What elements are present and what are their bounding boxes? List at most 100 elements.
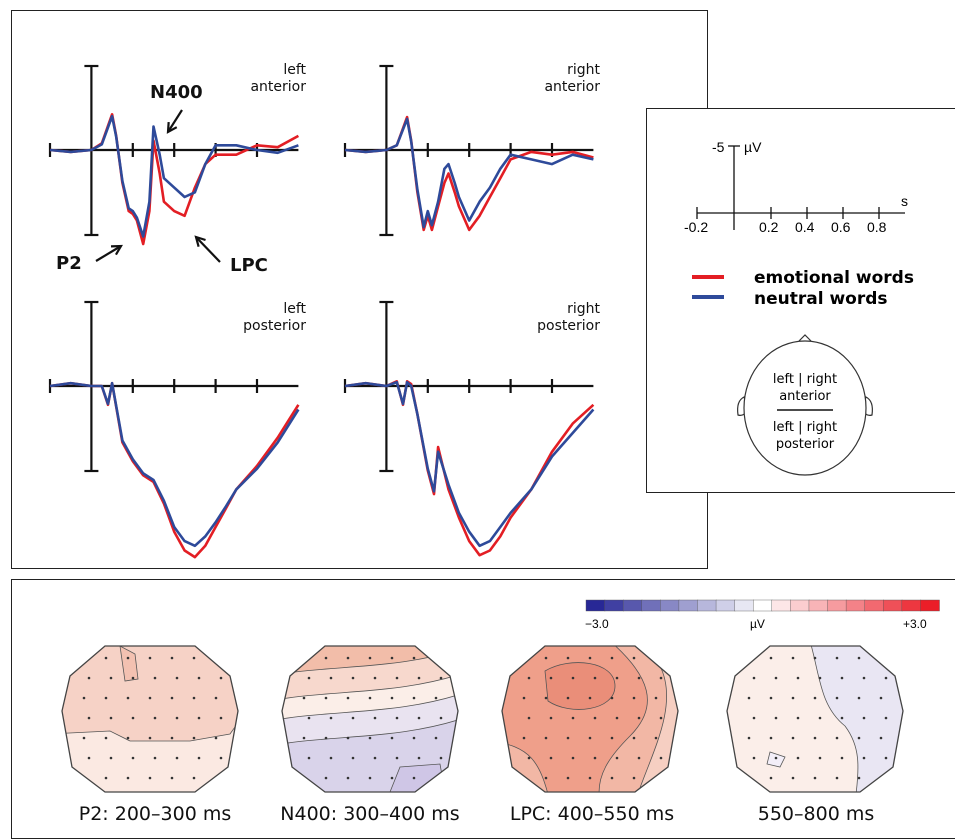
lpc-arrow <box>194 235 221 263</box>
electrode-dot <box>818 756 822 760</box>
electrode-dot <box>610 776 614 780</box>
electrode-dot <box>307 676 311 680</box>
electrode-dot <box>368 696 372 700</box>
electrode-dot <box>346 736 350 740</box>
legend-label-emotional: emotional words <box>754 268 914 288</box>
electrode-dot <box>175 756 179 760</box>
electrode-dot <box>351 676 355 680</box>
electrode-dot <box>351 756 355 760</box>
electrode-dot <box>813 696 817 700</box>
electrode-dot <box>659 676 663 680</box>
topomap-0 <box>61 645 239 793</box>
electrode-dot <box>791 776 795 780</box>
electrode-dot <box>857 776 861 780</box>
scale-x-tick-label: 0.8 <box>867 219 887 235</box>
topomap-fill <box>62 646 238 792</box>
electrode-dot <box>346 776 350 780</box>
electrode-dot <box>131 756 135 760</box>
electrode-dot <box>571 716 575 720</box>
electrode-dot <box>131 716 135 720</box>
electrode-dot <box>219 676 223 680</box>
electrode-dot <box>857 656 861 660</box>
electrode-dot <box>544 736 548 740</box>
electrode-dot <box>615 756 619 760</box>
electrode-dot <box>813 776 817 780</box>
electrode-dot <box>593 716 597 720</box>
region-label-line: anterior <box>544 79 600 95</box>
region-label-line: right <box>567 62 600 78</box>
scale-y-unit-label: µV <box>744 139 762 155</box>
electrode-dot <box>522 736 526 740</box>
electrode-dot <box>769 656 773 660</box>
colorbar-cell <box>920 599 940 612</box>
electrode-dots <box>82 656 223 780</box>
electrode-dot <box>417 716 421 720</box>
electrode-dot <box>840 716 844 720</box>
electrode-dot <box>593 756 597 760</box>
scale-x-tick-label: 0.2 <box>759 219 779 235</box>
electrode-dot <box>588 776 592 780</box>
electrode-dot <box>390 776 394 780</box>
electrode-dot <box>412 736 416 740</box>
region-label-line: posterior <box>537 318 600 334</box>
electrode-dot <box>434 696 438 700</box>
electrode-dot <box>632 736 636 740</box>
topomap-caption-p2: P2: 200–300 ms <box>78 803 232 825</box>
electrode-dot <box>857 736 861 740</box>
topomap-caption-n400: N400: 300–400 ms <box>280 803 460 825</box>
electrode-dot <box>796 676 800 680</box>
electrode-dot <box>307 756 311 760</box>
electrode-dot <box>346 696 350 700</box>
region-label-line: posterior <box>243 318 306 334</box>
electrode-dot <box>549 756 553 760</box>
electrode-dot <box>214 736 218 740</box>
electrode-dot <box>307 716 311 720</box>
series-line-neutral <box>344 380 595 548</box>
topomap-caption-late: 550–800 ms <box>757 803 875 825</box>
electrode-dot <box>840 676 844 680</box>
electrode-dot <box>197 716 201 720</box>
topomap-outline <box>726 645 904 793</box>
colorbar-min-label: −3.0 <box>585 617 609 631</box>
electrode-dot <box>373 716 377 720</box>
electrode-dot <box>417 756 421 760</box>
electrode-dot <box>395 716 399 720</box>
region-label-right-anterior: right anterior <box>508 62 600 96</box>
electrode-dot <box>862 716 866 720</box>
electrode-dot <box>527 716 531 720</box>
electrode-dot <box>109 716 113 720</box>
legend-label-neutral: neutral words <box>754 289 888 309</box>
electrode-dot <box>368 776 372 780</box>
electrode-dot <box>588 656 592 660</box>
electrode-dot <box>324 656 328 660</box>
electrode-dot <box>566 656 570 660</box>
electrode-dots <box>747 656 888 780</box>
electrode-dot <box>412 696 416 700</box>
electrode-dot <box>390 656 394 660</box>
electrode-dot <box>637 716 641 720</box>
electrode-dot <box>544 696 548 700</box>
erp-panel-3 <box>343 300 595 557</box>
region-label-line: right <box>567 301 600 317</box>
electrode-dot <box>324 736 328 740</box>
electrode-dot <box>153 676 157 680</box>
electrode-dot <box>774 716 778 720</box>
series-line-neutral <box>49 114 299 238</box>
electrode-dot <box>104 656 108 660</box>
electrode-dot <box>153 756 157 760</box>
region-label-line: left <box>283 301 306 317</box>
electrode-dot <box>153 716 157 720</box>
electrode-dot <box>769 776 773 780</box>
erp-panel <box>11 10 708 569</box>
electrode-dot <box>148 776 152 780</box>
electrode-dot <box>87 756 91 760</box>
electrode-dot <box>610 736 614 740</box>
scale-y-tick-label: -5 <box>712 139 725 155</box>
topomap-3 <box>726 645 904 793</box>
head-top-sub: anterior <box>779 389 831 404</box>
electrode-dot <box>796 756 800 760</box>
electrode-dot <box>439 716 443 720</box>
electrode-dots <box>522 656 663 780</box>
